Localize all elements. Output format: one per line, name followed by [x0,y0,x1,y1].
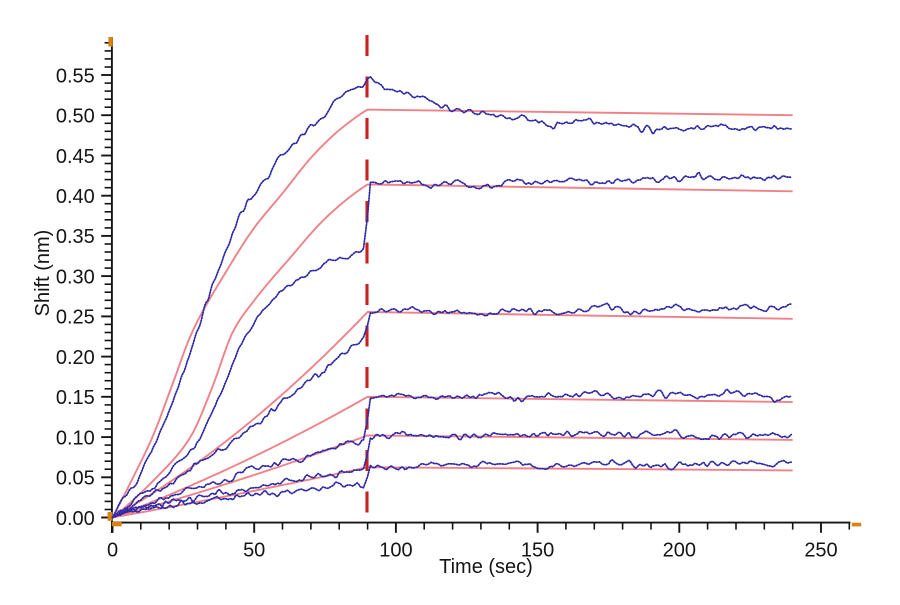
svg-text:200: 200 [663,540,696,562]
svg-text:50: 50 [243,540,265,562]
svg-text:250: 250 [804,540,837,562]
svg-text:0.50: 0.50 [56,106,95,128]
svg-text:0.40: 0.40 [56,186,95,208]
svg-text:150: 150 [521,540,554,562]
svg-text:0.15: 0.15 [56,387,95,409]
svg-text:Shift (nm): Shift (nm) [32,230,54,317]
svg-text:0.30: 0.30 [56,266,95,288]
svg-text:Time (sec): Time (sec) [439,556,533,578]
svg-text:0.25: 0.25 [56,307,95,329]
svg-text:0.10: 0.10 [56,427,95,449]
svg-text:0.20: 0.20 [56,347,95,369]
svg-text:0.55: 0.55 [56,65,95,87]
svg-text:0.05: 0.05 [56,468,95,490]
svg-text:0.45: 0.45 [56,146,95,168]
svg-text:0: 0 [107,540,118,562]
svg-text:100: 100 [379,540,412,562]
svg-text:0.35: 0.35 [56,226,95,248]
svg-text:0.00: 0.00 [56,508,95,530]
